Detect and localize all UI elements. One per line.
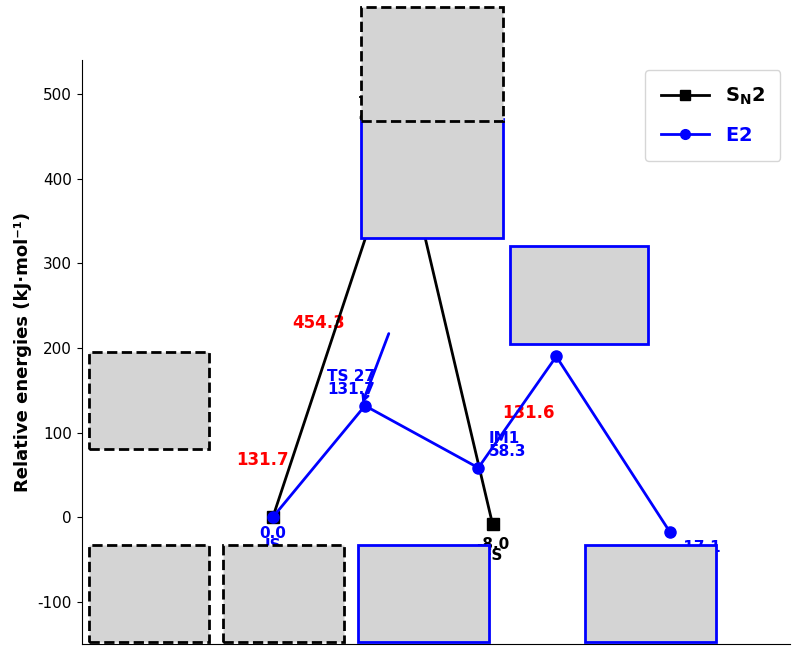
Text: 58.3: 58.3 [488,444,526,459]
Text: TS 28: TS 28 [532,319,580,334]
FancyBboxPatch shape [361,119,503,238]
FancyBboxPatch shape [223,545,344,642]
Text: 454.3: 454.3 [358,109,406,124]
Text: FS: FS [481,549,503,563]
FancyBboxPatch shape [357,545,488,642]
Text: TS 27: TS 27 [326,368,374,384]
FancyBboxPatch shape [510,246,647,343]
FancyBboxPatch shape [88,352,209,449]
FancyBboxPatch shape [584,545,715,642]
Text: 131.7: 131.7 [327,382,374,397]
Text: 131.7: 131.7 [235,451,288,468]
Text: 0.0: 0.0 [259,526,286,541]
FancyBboxPatch shape [361,7,503,121]
Text: TS 26: TS 26 [358,95,406,111]
Y-axis label: Relative energies (kJ·mol⁻¹): Relative energies (kJ·mol⁻¹) [14,212,32,492]
Text: IS: IS [264,538,281,553]
Legend: $\mathbf{S_N}$2, $\mathbf{E2}$: $\mathbf{S_N}$2, $\mathbf{E2}$ [644,70,780,161]
Text: 189.9: 189.9 [532,333,580,348]
Text: FS: FS [676,553,697,568]
Text: -8.0: -8.0 [475,537,508,551]
Text: 131.6: 131.6 [501,404,553,422]
Text: 454.3: 454.3 [292,313,344,332]
FancyBboxPatch shape [88,545,209,642]
Text: -17.1: -17.1 [676,540,719,555]
Text: IM1: IM1 [488,431,520,446]
